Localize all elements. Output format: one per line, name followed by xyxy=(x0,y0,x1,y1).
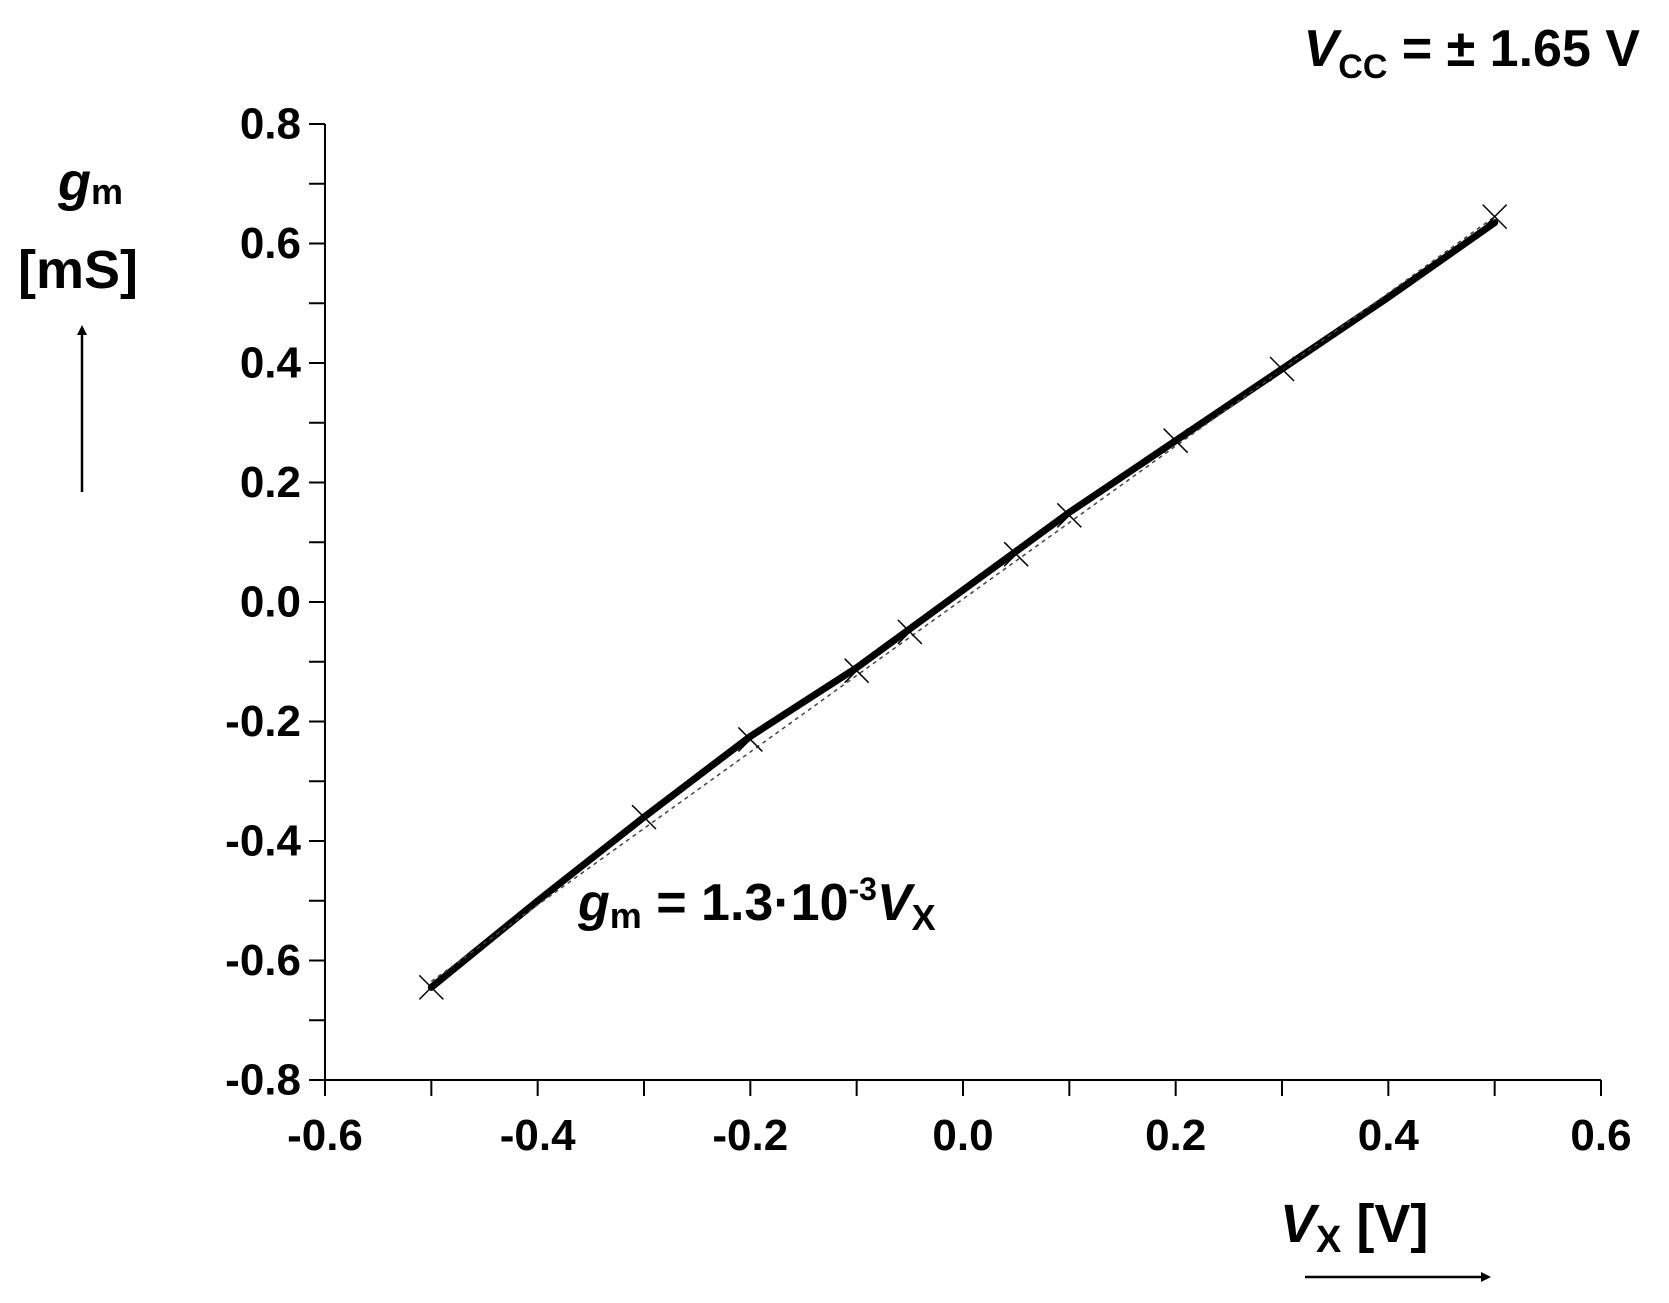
annotation-var: V xyxy=(1304,20,1343,78)
x-axis-label-sub: X xyxy=(1316,1219,1342,1261)
x-tick-label: 0.2 xyxy=(1145,1111,1206,1160)
y-tick-label: -0.4 xyxy=(225,817,301,866)
data-series xyxy=(427,215,1499,991)
data-point-marker xyxy=(897,619,923,645)
x-tick-label: 0.6 xyxy=(1570,1111,1631,1160)
data-point-marker xyxy=(418,974,444,1000)
y-axis-label-var: g xyxy=(57,152,91,212)
x-axis-label-var: V xyxy=(1280,1194,1320,1254)
annotation-sub: CC xyxy=(1338,48,1387,86)
equation-lhs-sub: m xyxy=(610,895,642,936)
data-point-marker xyxy=(1056,502,1082,528)
data-point-marker xyxy=(1003,541,1029,567)
y-tick-label: -0.8 xyxy=(225,1056,301,1105)
y-axis-unit: [mS] xyxy=(18,240,138,300)
equation-exponent: -3 xyxy=(849,871,877,907)
x-tick-label: -0.4 xyxy=(500,1111,576,1160)
y-axis-label-sub: m xyxy=(91,171,123,212)
y-axis-label: gm xyxy=(57,152,123,212)
y-tick-label: -0.6 xyxy=(225,936,301,985)
supply-voltage-annotation: VCC = ± 1.65 V xyxy=(1304,20,1641,86)
x-axis-label: VX [V] xyxy=(1280,1194,1428,1261)
x-tick-label: 0.0 xyxy=(932,1111,993,1160)
data-point-marker xyxy=(631,804,657,830)
measured-line xyxy=(427,219,1499,991)
equation-lhs: g xyxy=(577,874,610,932)
x-tick-label: 0.4 xyxy=(1358,1111,1420,1160)
y-tick-label: -0.2 xyxy=(225,697,301,746)
x-axis-label-unit: [V] xyxy=(1341,1194,1428,1254)
x-tick-label: -0.2 xyxy=(712,1111,788,1160)
data-point-marker xyxy=(737,726,763,752)
annotation-rest: = ± 1.65 V xyxy=(1387,20,1640,78)
equation-var-sub: X xyxy=(912,897,936,938)
data-markers xyxy=(418,204,1508,1000)
x-axis-ticks: -0.6 -0.4 -0.2 0.0 0.2 0.4 0.6 xyxy=(287,1080,1632,1160)
data-point-marker xyxy=(844,658,870,684)
y-axis-ticks: 0.8 0.6 0.4 0.2 0.0 -0.2 -0.4 -0.6 -0.8 xyxy=(225,100,325,1105)
y-tick-label: 0.8 xyxy=(240,100,301,149)
y-tick-label: 0.2 xyxy=(240,458,301,507)
y-tick-label: 0.6 xyxy=(240,219,301,268)
data-point-marker xyxy=(1269,356,1295,382)
data-point-marker xyxy=(1482,204,1508,230)
data-point-marker xyxy=(1163,428,1189,454)
equation-body: = 1.3·10 xyxy=(642,874,849,932)
fit-equation: gm = 1.3·10-3VX xyxy=(577,871,936,938)
fit-line xyxy=(430,215,1496,983)
equation-var: V xyxy=(877,874,916,932)
y-tick-label: 0.0 xyxy=(240,578,301,627)
y-tick-label: 0.4 xyxy=(240,339,302,388)
x-tick-label: -0.6 xyxy=(287,1111,363,1160)
